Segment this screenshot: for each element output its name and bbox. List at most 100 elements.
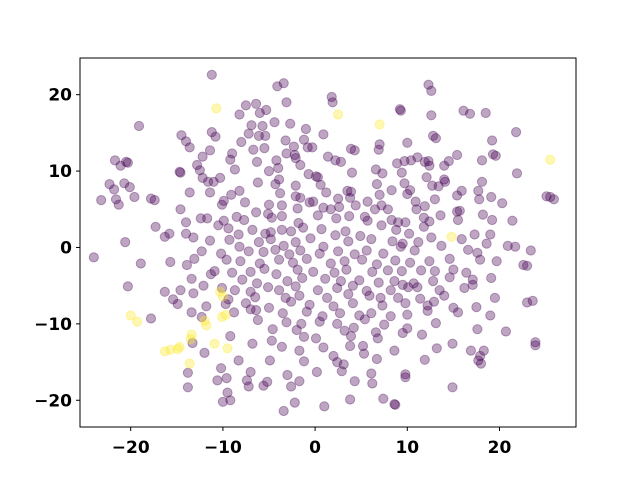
scatter-point-0-78 [122,157,134,168]
scatter-point-0-379 [402,309,413,320]
scatter-point-0-197 [164,228,175,239]
scatter-point-0-371 [251,305,262,316]
scatter-point-0-422 [478,345,489,356]
scatter-point-0-224 [253,237,264,248]
scatter-point-0-372 [277,308,288,319]
scatter-point-0-121 [109,184,120,195]
scatter-point-0-409 [276,341,287,352]
scatter-point-0-381 [452,307,464,318]
scatter-point-0-46 [259,143,270,154]
x-tick-label: 20 [488,438,512,458]
scatter-point-0-332 [467,279,478,290]
scatter-point-0-322 [312,285,323,296]
scatter-point-0-447 [286,381,297,392]
scatter-point-0-140 [362,196,373,207]
scatter-point-0-213 [391,224,402,235]
scatter-point-0-48 [302,142,313,153]
scatter-point-0-210 [340,226,351,237]
scatter-point-0-166 [376,200,387,211]
scatter-point-0-80 [174,166,185,177]
scatter-point-0-11 [327,97,338,108]
scatter-point-0-16 [480,107,491,119]
scatter-point-0-220 [188,232,199,243]
scatter-point-0-98 [119,178,130,189]
scatter-point-0-308 [389,276,400,287]
y-axis: −20 −10 0 10 20 [34,86,80,411]
scatter-point-0-107 [274,174,285,185]
scatter-point-0-193 [477,209,488,220]
scatter-point-0-242 [196,246,207,257]
scatter-point-0-418 [358,348,370,359]
scatter-point-0-125 [145,193,157,204]
scatter-point-0-50 [289,149,300,161]
scatter-point-0-258 [472,247,483,258]
scatter-point-0-25 [210,131,221,142]
scatter-point-0-362 [448,302,459,313]
scatter-point-0-457 [217,396,228,407]
scatter-point-0-64 [399,156,410,167]
scatter-point-0-81 [192,159,203,171]
scatter-point-0-410 [318,342,329,353]
scatter-point-0-30 [300,123,311,135]
scatter-point-0-356 [304,299,315,310]
scatter-point-0-223 [234,241,245,252]
scatter-point-0-386 [314,316,325,327]
scatter-point-0-68 [423,156,434,167]
scatter-point-0-405 [397,327,408,339]
plot-area-frame [79,57,577,428]
scatter-point-0-276 [475,254,486,265]
scatter-point-1-18 [165,344,176,355]
scatter-point-0-63 [392,158,403,169]
scatter-point-0-432 [473,355,484,366]
scatter-point-0-286 [259,263,270,274]
scatter-point-0-334 [175,285,186,296]
scatter-point-0-430 [419,354,430,365]
scatter-point-0-24 [206,127,217,138]
scatter-point-0-219 [159,231,170,242]
scatter-point-0-399 [225,331,236,342]
scatter-point-1-10 [220,309,231,320]
scatter-point-0-150 [545,191,556,203]
scatter-point-0-14 [458,105,469,116]
scatter-point-0-26 [176,130,187,141]
scatter-point-0-309 [408,278,419,289]
scatter-point-0-192 [435,210,446,221]
scatter-point-0-199 [213,220,224,231]
scatter-point-0-131 [275,188,286,199]
scatter-point-0-416 [294,345,305,356]
scatter-point-0-341 [343,289,354,300]
scatter-point-0-264 [254,258,265,269]
scatter-point-0-44 [204,145,216,156]
scatter-point-0-337 [250,292,261,303]
scatter-point-0-452 [182,382,193,393]
scatter-point-0-236 [456,234,467,245]
scatter-point-0-139 [345,192,356,203]
scatter-point-0-145 [452,190,463,201]
scatter-point-0-27 [243,128,254,139]
scatter-point-0-443 [212,375,223,386]
scatter-point-0-397 [416,329,428,340]
scatter-point-0-120 [96,195,107,206]
scatter-point-0-367 [186,307,197,318]
scatter-point-1-3 [545,154,556,165]
scatter-point-0-36 [180,136,192,147]
scatter-point-0-393 [339,325,350,336]
scatter-point-0-304 [320,273,331,284]
scatter-point-0-419 [389,345,400,356]
scatter-point-0-229 [318,241,329,252]
scatter-point-0-300 [237,274,248,285]
scatter-point-0-348 [489,292,500,303]
scatter-point-0-260 [165,256,176,268]
scatter-point-0-231 [366,234,377,245]
scatter-point-0-433 [475,358,487,369]
scatter-point-0-329 [412,282,423,293]
scatter-point-1-7 [215,286,226,297]
scatter-point-0-446 [262,376,273,387]
scatter-point-1-15 [174,341,185,352]
scatter-point-0-173 [195,213,206,224]
scatter-point-0-375 [334,308,346,319]
scatter-point-0-458 [289,397,300,408]
y-tick-label: 20 [48,86,72,106]
scatter-point-0-388 [359,314,370,325]
scatter-point-0-275 [444,253,455,264]
